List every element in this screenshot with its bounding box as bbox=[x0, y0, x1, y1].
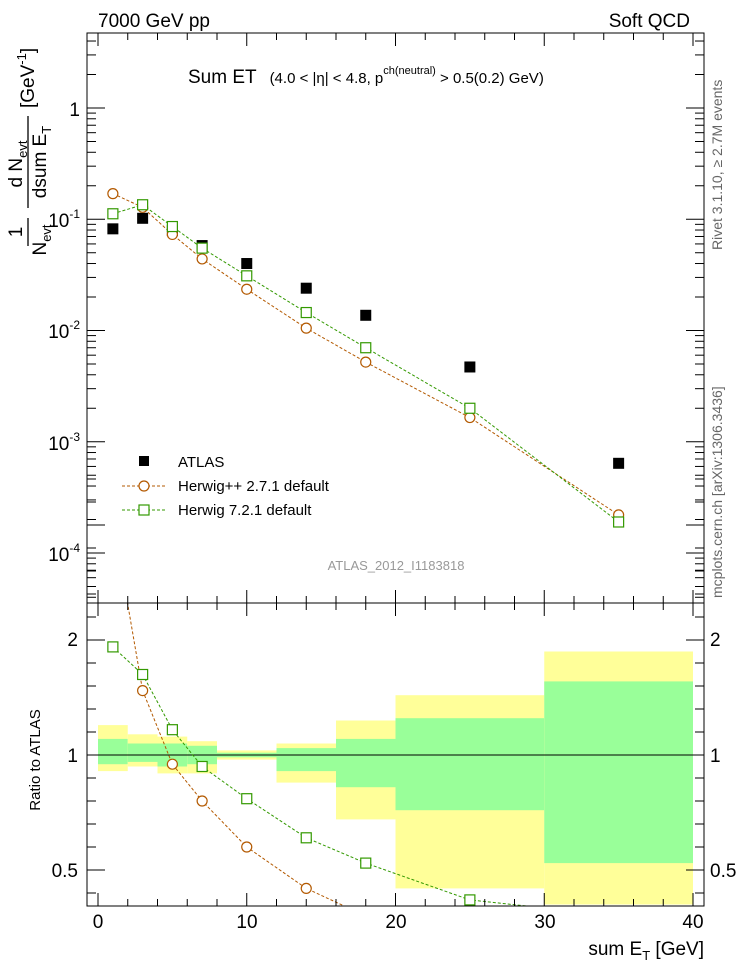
title-main: Sum ET bbox=[188, 67, 257, 88]
ratio-point-herwig7 bbox=[300, 832, 312, 844]
ratio-band-inner bbox=[544, 681, 693, 864]
ratio-band-inner bbox=[98, 738, 128, 765]
title-cut-sup: ch(neutral) bbox=[383, 65, 436, 77]
ratio-ticks bbox=[87, 478, 704, 906]
main-point-herwig7 bbox=[166, 220, 178, 233]
ratio-ytick-labels-left: 2 1 0.5 bbox=[52, 630, 78, 882]
ratio-ytick-label-2: 2 bbox=[67, 630, 78, 651]
main-point-herwigpp bbox=[107, 188, 119, 200]
ratio-point-herwig7 bbox=[464, 894, 476, 906]
legend-label-atlas: ATLAS bbox=[178, 454, 224, 471]
main-point-herwig7 bbox=[464, 402, 476, 414]
ylabel-n: Nevt bbox=[30, 224, 54, 255]
ylabel-unit: [GeV-1] bbox=[14, 48, 39, 108]
ratio-point-herwigpp bbox=[196, 795, 208, 807]
xtick-label-30: 30 bbox=[534, 912, 555, 933]
ratio-ytick-labels-right: 2 1 0.5 bbox=[710, 630, 736, 882]
ratio-ylabel: Ratio to ATLAS bbox=[27, 709, 44, 810]
main-point-herwig7 bbox=[241, 270, 253, 282]
xtick-label-20: 20 bbox=[385, 912, 406, 933]
legend-label-herwig7: Herwig 7.2.1 default bbox=[178, 502, 312, 519]
ratio-ytick-label-05: 0.5 bbox=[52, 861, 78, 882]
xtick-labels: 0 10 20 30 40 bbox=[93, 912, 704, 933]
ratio-band-inner bbox=[395, 718, 545, 811]
xtick-label-10: 10 bbox=[236, 912, 257, 933]
ylabel-num: d Nevt bbox=[6, 140, 30, 187]
ratio-band-inner bbox=[276, 748, 336, 772]
ratio-ytick-label-05-right: 0.5 bbox=[710, 861, 736, 882]
main-point-herwig7 bbox=[196, 242, 208, 254]
ytick-label-1e-2: 10-2 bbox=[48, 318, 80, 343]
ratio-point-herwigpp bbox=[241, 841, 253, 853]
ratio-ytick-label-1: 1 bbox=[67, 746, 78, 767]
main-series-markers bbox=[107, 188, 625, 528]
main-point-atlas bbox=[300, 282, 312, 294]
legend-marker-atlas bbox=[139, 456, 149, 466]
ratio-point-herwig7 bbox=[241, 793, 253, 805]
main-point-herwigpp bbox=[300, 322, 312, 334]
main-panel: Sum ET (4.0 < |η| < 4.8, pch(neutral) > … bbox=[6, 32, 705, 604]
main-point-atlas bbox=[464, 361, 476, 373]
legend: ATLAS Herwig++ 2.7.1 default Herwig 7.2.… bbox=[122, 454, 330, 519]
xlabel: sum ET [GeV] bbox=[588, 939, 704, 963]
main-point-atlas bbox=[613, 457, 625, 469]
side-label-rivet: Rivet 3.1.10, ≥ 2.7M events bbox=[709, 80, 725, 250]
xtick-label-40: 40 bbox=[682, 912, 703, 933]
main-ylabel: 1 Nevt d Nevt dsum ET [GeV-1] bbox=[6, 48, 54, 256]
ylabel-den: dsum ET bbox=[30, 126, 54, 198]
ratio-point-herwigpp bbox=[166, 758, 178, 770]
main-point-herwig7 bbox=[107, 208, 119, 220]
main-point-atlas bbox=[137, 212, 149, 224]
ratio-point-herwig7 bbox=[166, 724, 178, 736]
main-title: Sum ET (4.0 < |η| < 4.8, pch(neutral) > … bbox=[188, 65, 544, 88]
ratio-ytick-label-1-right: 1 bbox=[710, 746, 721, 767]
legend-label-herwigpp: Herwig++ 2.7.1 default bbox=[178, 478, 330, 495]
ratio-point-herwig7 bbox=[360, 857, 372, 869]
ratio-point-herwig7 bbox=[107, 641, 119, 653]
ytick-label-1e-3: 10-3 bbox=[48, 430, 80, 455]
ratio-point-herwig7 bbox=[196, 760, 208, 773]
title-cut-post: > 0.5(0.2) GeV) bbox=[436, 70, 544, 87]
xtick-label-0: 0 bbox=[93, 912, 104, 933]
ratio-ytick-label-2-right: 2 bbox=[710, 630, 721, 651]
legend-marker-herwig7 bbox=[138, 504, 150, 516]
main-point-atlas bbox=[241, 258, 253, 270]
ratio-bands bbox=[98, 651, 693, 905]
ratio-band-inner bbox=[127, 743, 158, 762]
main-ticks bbox=[87, 33, 704, 603]
main-point-herwig7 bbox=[360, 342, 372, 354]
ratio-point-herwigpp bbox=[137, 684, 149, 697]
header-process-label: Soft QCD bbox=[609, 11, 690, 32]
main-point-herwig7 bbox=[613, 516, 625, 528]
ratio-series-markers bbox=[107, 641, 476, 906]
analysis-watermark: ATLAS_2012_I1183818 bbox=[328, 558, 465, 573]
main-ytick-labels: 1 10-1 10-2 10-3 10-4 bbox=[48, 100, 80, 566]
ytick-label-1: 1 bbox=[69, 100, 80, 121]
main-point-atlas bbox=[360, 309, 372, 321]
ylabel-one: 1 bbox=[6, 227, 27, 238]
side-label-mcplots: mcplots.cern.ch [arXiv:1306.3436] bbox=[709, 386, 725, 598]
main-point-atlas bbox=[107, 223, 119, 235]
ratio-point-herwig7 bbox=[137, 668, 149, 681]
main-point-herwigpp bbox=[196, 253, 208, 265]
main-point-herwigpp bbox=[360, 356, 372, 368]
ytick-label-1e-1: 10-1 bbox=[48, 207, 80, 232]
main-point-herwigpp bbox=[464, 411, 476, 424]
ratio-panel: 2 1 0.5 2 1 0.5 Ratio to ATLAS 0 10 20 3… bbox=[27, 478, 736, 963]
header-energy-label: 7000 GeV pp bbox=[98, 11, 210, 32]
main-point-herwig7 bbox=[137, 199, 149, 211]
main-point-herwig7 bbox=[300, 306, 312, 319]
title-cut-pre: (4.0 < |η| < 4.8, p bbox=[270, 70, 384, 87]
legend-marker-herwigpp bbox=[138, 480, 150, 492]
ytick-label-1e-4: 10-4 bbox=[48, 541, 80, 566]
ratio-band-inner bbox=[336, 738, 396, 788]
main-point-herwigpp bbox=[241, 283, 253, 295]
ratio-point-herwigpp bbox=[300, 882, 312, 895]
